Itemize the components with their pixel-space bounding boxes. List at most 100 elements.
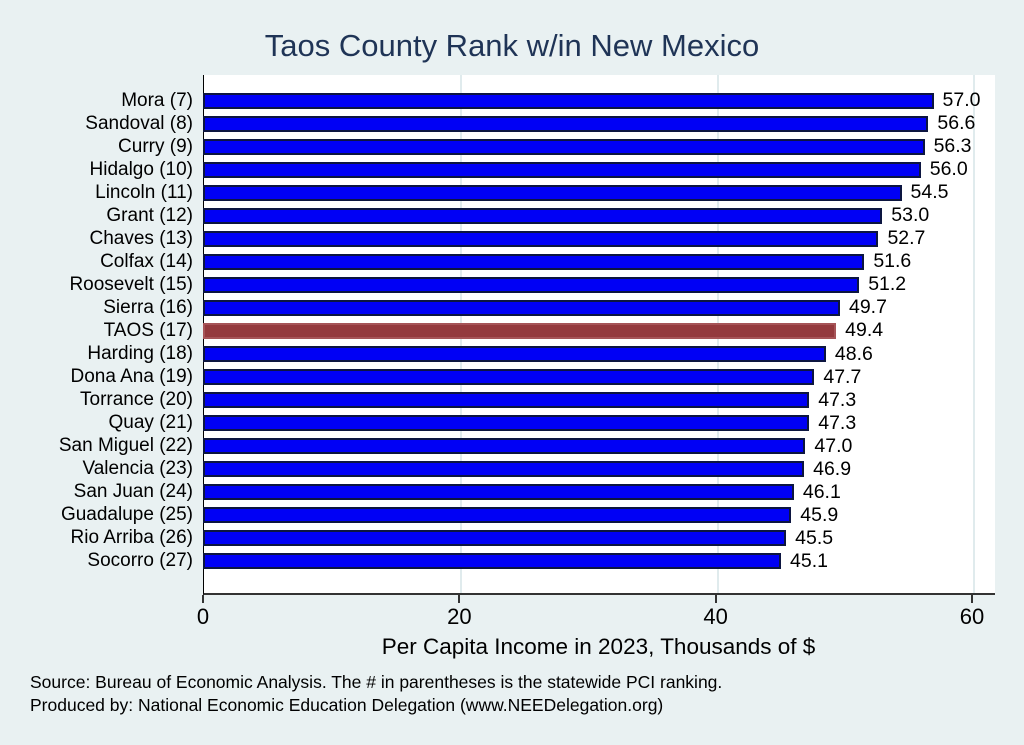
category-label: Harding (18) bbox=[87, 343, 193, 365]
value-label: 48.6 bbox=[834, 342, 873, 365]
value-label: 56.6 bbox=[937, 112, 976, 135]
value-label: 46.9 bbox=[813, 457, 852, 480]
bar-row: Sierra (16) 49.7 bbox=[0, 296, 1014, 319]
value-label: 51.2 bbox=[868, 273, 907, 296]
x-tick bbox=[202, 595, 204, 603]
category-label: Chaves (13) bbox=[89, 227, 194, 249]
bar-row: Rio Arriba (26) 45.5 bbox=[0, 527, 1014, 550]
bar bbox=[203, 530, 787, 547]
bar-row: Valencia (23) 46.9 bbox=[0, 458, 1014, 481]
bar-row: Hidalgo (10) 56.0 bbox=[0, 158, 1014, 181]
bar bbox=[203, 392, 810, 409]
category-label: Lincoln (11) bbox=[95, 181, 193, 203]
value-label: 47.3 bbox=[818, 388, 857, 411]
bar-row: Colfax (14) 51.6 bbox=[0, 250, 1014, 273]
bar-row: Lincoln (11) 54.5 bbox=[0, 181, 1014, 204]
category-label: Guadalupe (25) bbox=[60, 504, 193, 526]
value-label: 45.5 bbox=[795, 526, 834, 549]
bar bbox=[203, 161, 921, 178]
bar-row: Sandoval (8) 56.6 bbox=[0, 112, 1014, 135]
bar-row: Dona Ana (19) 47.7 bbox=[0, 366, 1014, 389]
bar-row: Torrance (20) 47.3 bbox=[0, 389, 1014, 412]
category-label: Socorro (27) bbox=[87, 550, 193, 572]
value-label: 47.7 bbox=[823, 365, 862, 388]
category-label: Sierra (16) bbox=[103, 296, 193, 318]
x-tick bbox=[714, 595, 717, 603]
bar bbox=[203, 253, 865, 270]
value-label: 47.3 bbox=[818, 411, 857, 434]
bar bbox=[203, 299, 840, 316]
bar bbox=[203, 138, 925, 155]
x-tick-label: 0 bbox=[196, 604, 210, 629]
bar-row: Quay (21) 47.3 bbox=[0, 412, 1014, 435]
bar-row: Harding (18) 48.6 bbox=[0, 343, 1014, 366]
bar-row: San Miguel (22) 47.0 bbox=[0, 435, 1014, 458]
category-label: San Juan (24) bbox=[73, 481, 193, 503]
category-label: TAOS (17) bbox=[103, 319, 193, 341]
value-label: 46.1 bbox=[802, 480, 841, 503]
value-label: 45.9 bbox=[800, 503, 839, 526]
bar bbox=[203, 553, 782, 570]
category-label: Colfax (14) bbox=[100, 250, 193, 272]
bar bbox=[203, 461, 805, 478]
x-axis-label: Per Capita Income in 2023, Thousands of … bbox=[381, 634, 816, 659]
value-label: 51.6 bbox=[873, 250, 912, 273]
bar bbox=[203, 369, 815, 386]
category-label: Roosevelt (15) bbox=[69, 273, 193, 295]
bar-row: Curry (9) 56.3 bbox=[0, 135, 1014, 158]
bar-row: Socorro (27) 45.1 bbox=[0, 550, 1014, 573]
category-label: San Miguel (22) bbox=[58, 435, 193, 457]
bar bbox=[203, 438, 806, 455]
bar bbox=[203, 415, 810, 432]
category-label: Rio Arriba (26) bbox=[70, 527, 194, 549]
category-label: Grant (12) bbox=[106, 204, 193, 226]
bar bbox=[203, 92, 934, 109]
bar bbox=[203, 484, 794, 501]
value-label: 47.0 bbox=[814, 434, 853, 457]
x-tick-label: 40 bbox=[703, 604, 728, 629]
bar bbox=[203, 115, 929, 132]
footer: Source: Bureau of Economic Analysis. The… bbox=[30, 671, 722, 717]
bar bbox=[203, 184, 902, 201]
category-label: Dona Ana (19) bbox=[70, 366, 193, 388]
bar-rows: Mora (7) 57.0 Sandoval (8) 56.6 Curry (9) 56.… bbox=[0, 89, 1014, 573]
x-tick-label: 20 bbox=[447, 604, 472, 629]
value-label: 49.4 bbox=[845, 319, 884, 342]
x-tick bbox=[458, 595, 461, 603]
bar bbox=[203, 207, 883, 224]
category-label: Valencia (23) bbox=[82, 458, 193, 480]
x-tick bbox=[971, 595, 973, 603]
category-label: Hidalgo (10) bbox=[89, 158, 194, 180]
value-label: 54.5 bbox=[910, 181, 949, 204]
bar-row: Grant (12) 53.0 bbox=[0, 204, 1014, 227]
gridline bbox=[973, 75, 975, 593]
producer-note: Produced by: National Economic Education… bbox=[30, 695, 664, 715]
value-label: 53.0 bbox=[891, 204, 930, 227]
value-label: 45.1 bbox=[790, 549, 828, 572]
x-tick-label: 60 bbox=[959, 604, 985, 629]
bar-row: San Juan (24) 46.1 bbox=[0, 481, 1014, 504]
bar bbox=[203, 346, 826, 363]
bar bbox=[203, 322, 837, 339]
category-label: Quay (21) bbox=[108, 412, 193, 434]
bar-row: Mora (7) 57.0 bbox=[0, 89, 1014, 112]
bar-row-highlight: TAOS (17) 49.4 bbox=[0, 319, 1014, 342]
value-label: 56.3 bbox=[933, 135, 972, 158]
category-label: Sandoval (8) bbox=[85, 112, 193, 134]
category-label: Curry (9) bbox=[118, 135, 193, 157]
bar-row: Roosevelt (15) 51.2 bbox=[0, 273, 1014, 296]
bar bbox=[203, 230, 879, 247]
category-label: Torrance (20) bbox=[80, 389, 193, 411]
bar bbox=[203, 276, 860, 293]
value-label: 56.0 bbox=[929, 158, 968, 181]
bar bbox=[203, 507, 792, 524]
value-label: 57.0 bbox=[942, 89, 981, 112]
chart-title: Taos County Rank w/in New Mexico bbox=[264, 28, 760, 63]
value-label: 52.7 bbox=[887, 227, 926, 250]
bar-row: Guadalupe (25) 45.9 bbox=[0, 504, 1014, 527]
category-label: Mora (7) bbox=[121, 89, 193, 111]
source-note: Source: Bureau of Economic Analysis. The… bbox=[30, 672, 723, 692]
bar-row: Chaves (13) 52.7 bbox=[0, 227, 1014, 250]
value-label: 49.7 bbox=[848, 296, 887, 319]
